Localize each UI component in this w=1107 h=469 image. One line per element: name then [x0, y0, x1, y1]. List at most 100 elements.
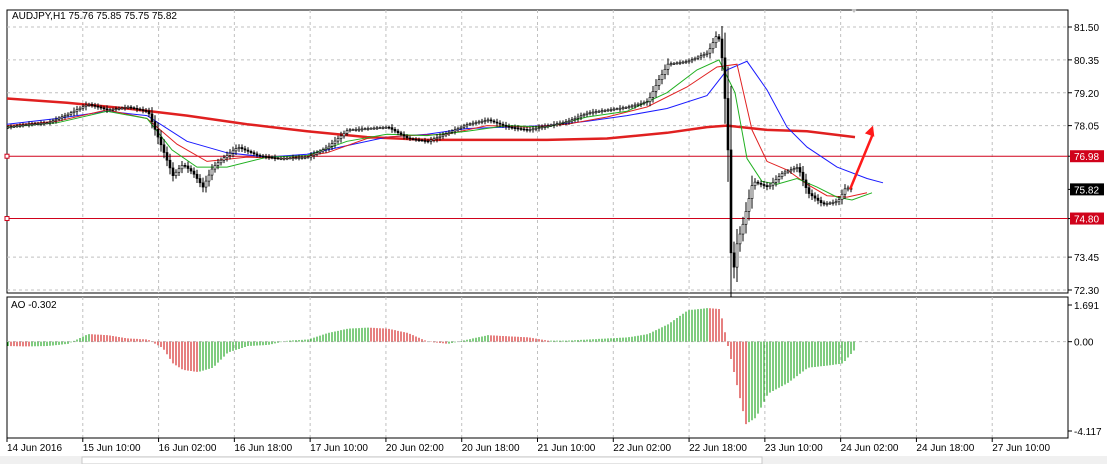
candle-body [822, 202, 826, 205]
candle-body [258, 154, 262, 157]
candle-body [846, 187, 850, 190]
candle-body [144, 109, 148, 112]
candle-body [375, 127, 379, 130]
candle-body [339, 135, 343, 139]
candle-body [537, 127, 541, 129]
candle-body [237, 147, 241, 149]
price-chart-panel[interactable]: AUDJPY,H1 75.76 75.85 75.75 75.82 81.508… [4, 9, 1104, 317]
candle-body [840, 193, 844, 200]
candle-body [117, 108, 121, 110]
candle-body [315, 152, 319, 155]
candle-body [666, 63, 670, 70]
candle-body [453, 129, 457, 132]
candle-body [465, 124, 469, 127]
candle-body [591, 111, 595, 114]
time-tick-label: 17 Jun 10:00 [310, 443, 368, 454]
candle-body [426, 140, 430, 143]
candle-body [306, 156, 310, 159]
candle-body [192, 170, 196, 175]
candle-body [708, 48, 712, 54]
candle-body [396, 130, 400, 134]
candle-body [702, 54, 706, 57]
candle-body [147, 110, 151, 115]
candle-body [843, 188, 847, 195]
candle-body [273, 157, 277, 159]
candle-body [618, 107, 622, 110]
candle-body [408, 137, 412, 140]
candle-body [207, 174, 211, 182]
candle-body [603, 110, 607, 112]
candle-body [270, 156, 274, 159]
candle-body [723, 57, 727, 99]
candle-body [432, 138, 436, 141]
arrow-shaft[interactable] [848, 133, 875, 190]
price-grid [7, 10, 1068, 293]
candle-body [18, 125, 22, 127]
candle-body [246, 149, 250, 152]
candle-body [225, 155, 229, 159]
level-anchor-handle[interactable] [4, 216, 10, 222]
candle-body [564, 121, 568, 124]
candle-body [327, 145, 331, 149]
candle-body [312, 153, 316, 156]
horizontal-scrollbar[interactable] [0, 456, 1107, 465]
candle-body [729, 149, 733, 254]
level-anchor-handle[interactable] [4, 153, 10, 159]
candle-body [483, 120, 487, 122]
candle-body [810, 193, 814, 197]
candle-body [162, 144, 166, 153]
ao-tick-label: 0.00 [1074, 338, 1094, 349]
candle-body [567, 120, 571, 123]
scroll-marker-icon[interactable] [851, 9, 857, 13]
time-axis: 14 Jun 2016 15 Jun 10:00 16 Jun 02:00 16 Ju… [6, 437, 1068, 454]
candle-body [366, 128, 370, 130]
level-price-badge [1070, 212, 1104, 225]
candle-body [543, 125, 547, 128]
candle-body [90, 104, 94, 106]
ao-title: AO -0.302 [11, 300, 57, 311]
candle-body [243, 148, 247, 151]
candle-body [669, 63, 673, 66]
candle-body [690, 59, 694, 62]
candle-body [780, 173, 784, 177]
candle-body [348, 129, 352, 132]
candle-body [597, 110, 601, 113]
candle-body [486, 119, 490, 122]
ao-panel[interactable]: AO -0.302 1.691 0.00 -4.117 [6, 296, 1102, 439]
candle-body [660, 74, 664, 80]
horizontal-levels[interactable] [4, 153, 1068, 222]
scrollbar-thumb[interactable] [81, 456, 763, 465]
price-tick-label: 81.50 [1074, 23, 1099, 34]
candle-body [66, 113, 70, 116]
candle-body [114, 108, 118, 111]
annotation-arrow[interactable] [848, 125, 875, 190]
candle-body [342, 133, 346, 137]
candle-body [240, 147, 244, 150]
candle-body [48, 121, 52, 124]
candle-body [588, 112, 592, 114]
candle-body [423, 140, 427, 142]
candle-body [108, 109, 112, 111]
candle-body [681, 61, 685, 64]
price-tick-label: 73.45 [1074, 253, 1099, 264]
candle-body [75, 109, 79, 112]
candle-body [633, 104, 637, 107]
candle-body [570, 119, 574, 122]
arrow-head-icon[interactable] [864, 125, 875, 137]
price-axis: 81.50 80.35 79.20 78.05 76.98 75.82 74.80 73.45… [1068, 23, 1104, 297]
candle-body [741, 223, 745, 235]
candle-body [219, 159, 223, 164]
candle-body [216, 162, 220, 166]
candle-body [255, 153, 259, 156]
candle-body [438, 135, 442, 138]
candle-body [27, 123, 31, 126]
candle-body [87, 104, 91, 106]
candle-body [132, 107, 136, 109]
candle-body [459, 126, 463, 129]
candle-body [120, 107, 124, 110]
candle-body [414, 138, 418, 141]
candle-body [492, 120, 496, 123]
candle-body [282, 157, 286, 160]
candle-body [804, 179, 808, 188]
